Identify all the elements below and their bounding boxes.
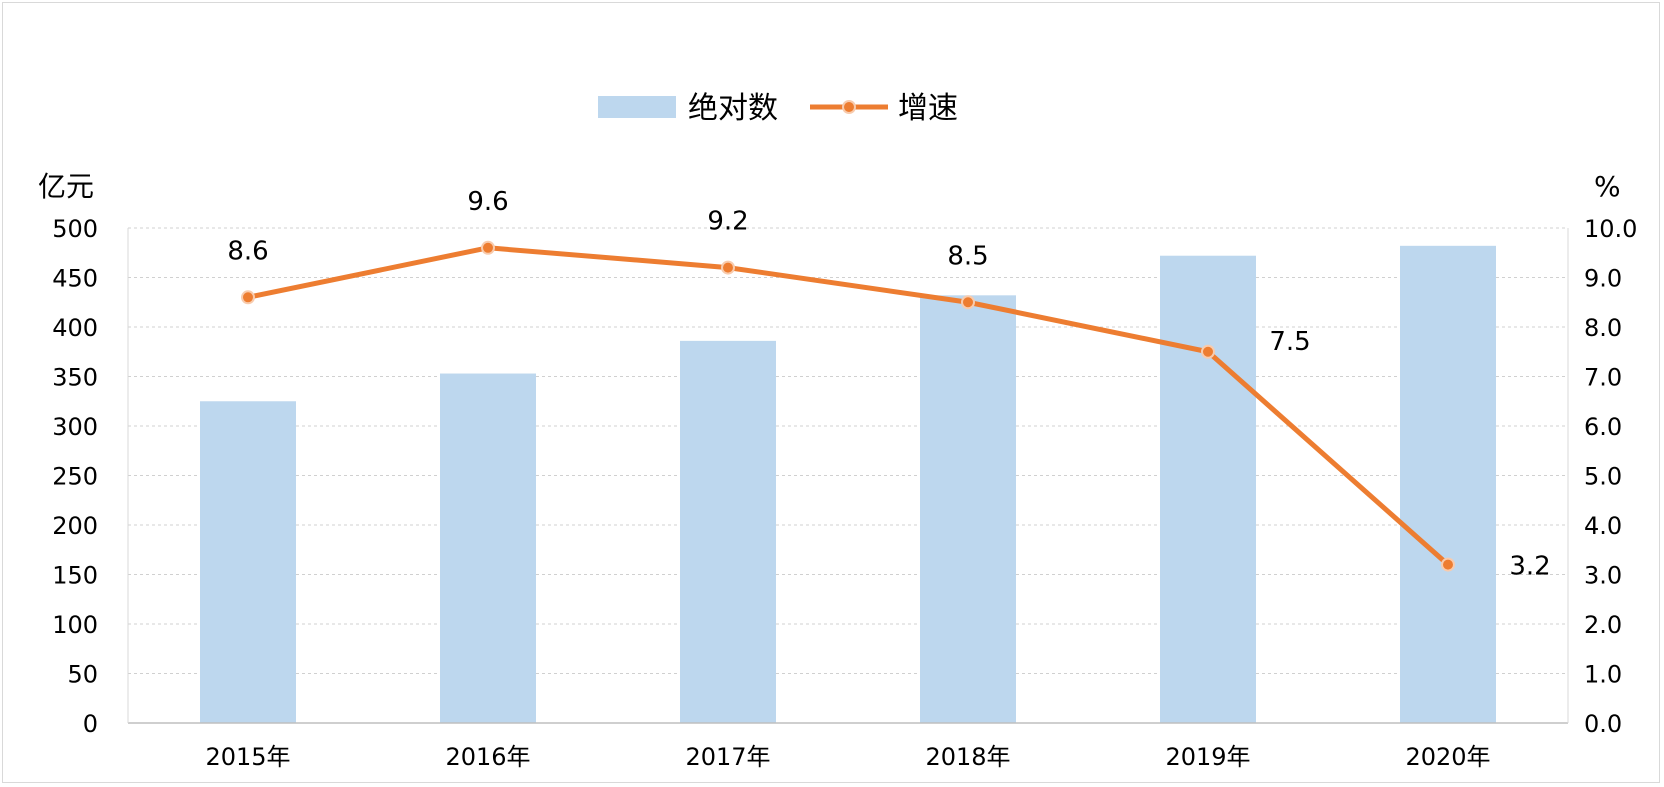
x-tick-label: 2020年 bbox=[1405, 743, 1490, 771]
left-tick-label: 150 bbox=[52, 562, 98, 590]
x-tick-label: 2017年 bbox=[685, 743, 770, 771]
axes: 0 50 100 150 200 250 300 350 400 450 500 0.0 1.0 2.0 3… bbox=[52, 215, 1637, 771]
right-tick-label: 0.0 bbox=[1584, 710, 1622, 738]
right-tick-label: 3.0 bbox=[1584, 562, 1622, 590]
line-point bbox=[241, 290, 255, 305]
right-tick-label: 8.0 bbox=[1584, 314, 1622, 342]
x-tick-label: 2015年 bbox=[205, 743, 290, 771]
line-point bbox=[481, 240, 495, 255]
data-label: 8.6 bbox=[227, 236, 268, 266]
bar-series bbox=[200, 245, 1496, 723]
left-tick-label: 200 bbox=[52, 512, 98, 540]
line-point bbox=[721, 260, 735, 275]
left-tick-label: 500 bbox=[52, 215, 98, 243]
right-tick-label: 1.0 bbox=[1584, 661, 1622, 689]
growth-line bbox=[247, 245, 1450, 567]
right-tick-label: 5.0 bbox=[1584, 463, 1622, 491]
left-tick-label: 250 bbox=[52, 463, 98, 491]
gridlines bbox=[128, 227, 1568, 674]
line-point bbox=[961, 295, 975, 310]
legend-bar-swatch bbox=[598, 96, 676, 118]
right-tick-label: 6.0 bbox=[1584, 413, 1622, 441]
right-tick-label: 9.0 bbox=[1584, 265, 1622, 293]
legend-line-label: 增速 bbox=[898, 91, 958, 126]
left-tick-label: 350 bbox=[52, 364, 98, 392]
bar bbox=[1160, 255, 1256, 723]
right-tick-label: 2.0 bbox=[1584, 611, 1622, 639]
left-tick-label: 300 bbox=[52, 413, 98, 441]
bar bbox=[1400, 245, 1496, 723]
bar bbox=[920, 295, 1016, 723]
left-tick-label: 100 bbox=[52, 611, 98, 639]
data-label: 3.2 bbox=[1509, 552, 1550, 582]
left-tick-label: 400 bbox=[52, 314, 98, 342]
x-tick-label: 2019年 bbox=[1165, 743, 1250, 771]
line-series: 8.6 9.6 9.2 8.5 7.5 3.2 bbox=[227, 187, 1550, 582]
right-axis-unit: % bbox=[1594, 170, 1621, 203]
data-label: 8.5 bbox=[947, 241, 988, 271]
bar bbox=[440, 373, 536, 723]
right-tick-label: 7.0 bbox=[1584, 364, 1622, 392]
left-tick-label: 450 bbox=[52, 265, 98, 293]
data-label: 9.2 bbox=[707, 207, 748, 237]
legend-bar-label: 绝对数 bbox=[688, 91, 778, 126]
bar bbox=[200, 401, 296, 723]
left-tick-label: 50 bbox=[67, 661, 98, 689]
line-point bbox=[1441, 557, 1455, 572]
right-tick-label: 4.0 bbox=[1584, 512, 1622, 540]
legend-line-marker bbox=[842, 100, 856, 114]
bar bbox=[680, 340, 776, 723]
right-tick-label: 10.0 bbox=[1584, 215, 1637, 243]
left-tick-label: 0 bbox=[83, 710, 98, 738]
left-axis-unit: 亿元 bbox=[38, 170, 94, 203]
line-point bbox=[1201, 344, 1215, 359]
legend: 绝对数 增速 bbox=[598, 91, 958, 126]
x-tick-label: 2018年 bbox=[925, 743, 1010, 771]
x-tick-label: 2016年 bbox=[445, 743, 530, 771]
data-label: 7.5 bbox=[1269, 327, 1310, 357]
data-label: 9.6 bbox=[467, 187, 508, 217]
